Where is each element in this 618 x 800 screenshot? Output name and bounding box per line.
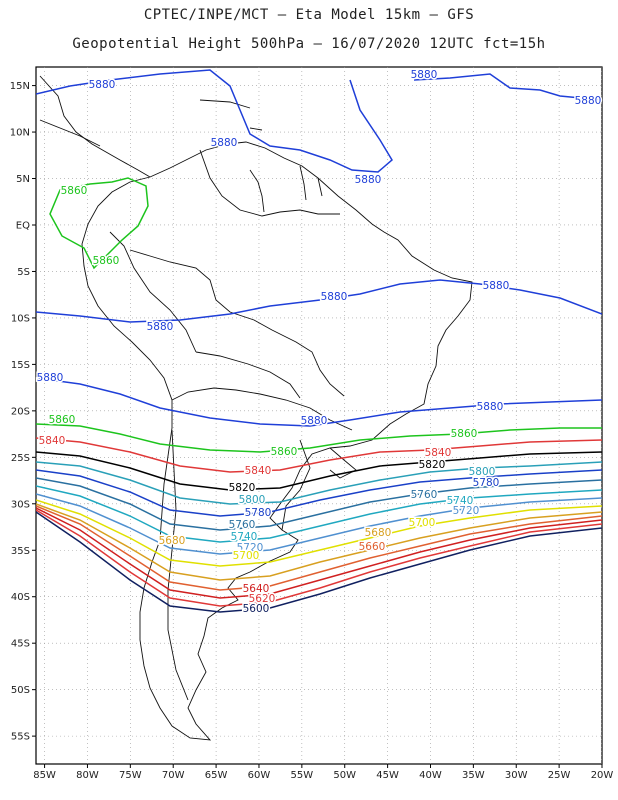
contour-label-5800: 5800	[239, 494, 266, 506]
contour-label-5880: 5880	[211, 137, 238, 149]
lon-tick-label: 85W	[33, 770, 56, 781]
contour-label-5620: 5620	[249, 593, 276, 605]
lon-tick-label: 80W	[76, 770, 99, 781]
contour-label-5880: 5880	[575, 95, 602, 107]
contour-5720	[36, 493, 602, 555]
contour-label-5880: 5880	[321, 291, 348, 303]
contour-label-5680: 5680	[365, 527, 392, 539]
lat-tick-label: 40S	[11, 592, 30, 603]
lon-tick-label: 40W	[419, 770, 442, 781]
lon-tick-label: 30W	[505, 770, 528, 781]
lat-tick-label: 55S	[11, 732, 30, 743]
contour-label-5840: 5840	[425, 447, 452, 459]
contour-5660	[36, 505, 602, 591]
contour-label-5840: 5840	[245, 465, 272, 477]
contour-label-5860: 5860	[93, 255, 120, 267]
contour-label-5640: 5640	[243, 583, 270, 595]
contour-label-5860: 5860	[49, 414, 76, 426]
contour-5600	[36, 511, 602, 613]
contour-5700	[36, 499, 602, 567]
lat-tick-label: 20S	[11, 406, 30, 417]
central-america-coast	[39, 75, 151, 178]
contour-5880-ne	[413, 73, 602, 101]
contour-label-5860: 5860	[451, 428, 478, 440]
contour-label-5700: 5700	[409, 517, 436, 529]
axis-ticks: 15N 10N 5N EQ 5S 10S 15S 20S 25S 30S 35S 40S 45S 50S 5…	[10, 81, 614, 781]
map-subtitle: Geopotential Height 500hPa – 16/07/2020 …	[72, 36, 546, 52]
contour-label-5760: 5760	[411, 489, 438, 501]
lon-tick-label: 20W	[591, 770, 614, 781]
lat-tick-label: 5N	[16, 174, 30, 185]
lat-tick-label: EQ	[16, 220, 30, 231]
lat-tick-label: 30S	[11, 499, 30, 510]
contour-5820	[36, 451, 602, 491]
lon-tick-label: 75W	[119, 770, 142, 781]
contour-label-5880: 5880	[411, 69, 438, 81]
contour-label-5780: 5780	[473, 477, 500, 489]
contour-5740	[36, 485, 602, 543]
contour-5680	[36, 503, 602, 581]
contour-label-5720: 5720	[453, 505, 480, 517]
contour-label-5880: 5880	[483, 280, 510, 292]
lat-tick-label: 50S	[11, 685, 30, 696]
map-title: CPTEC/INPE/MCT – Eta Model 15km – GFS	[143, 7, 475, 23]
contour-label-5880: 5880	[477, 401, 504, 413]
contour-labels: 5880 5880 5880 5880 5880 5860 5860 5880 5880 5880…	[35, 68, 603, 617]
contour-label-5720: 5720	[237, 542, 264, 554]
lat-tick-label: 10S	[11, 313, 30, 324]
lat-tick-label: 10N	[10, 128, 30, 139]
south-america-coast	[81, 141, 473, 741]
contour-label-5880: 5880	[89, 79, 116, 91]
contour-label-5780: 5780	[245, 507, 272, 519]
lon-tick-label: 55W	[291, 770, 314, 781]
contour-5880-north	[36, 69, 393, 173]
lat-tick-label: 15S	[11, 360, 30, 371]
lon-tick-label: 70W	[162, 770, 185, 781]
contour-5860-loop	[49, 177, 149, 270]
contour-label-5660: 5660	[359, 541, 386, 553]
lat-tick-label: 15N	[10, 81, 30, 92]
contour-5620	[36, 509, 602, 607]
contour-label-5600: 5600	[243, 603, 270, 615]
contour-5860	[36, 423, 602, 453]
contour-label-5880: 5880	[301, 415, 328, 427]
lon-tick-label: 25W	[548, 770, 571, 781]
contour-label-5880: 5880	[355, 174, 382, 186]
lat-tick-label: 35S	[11, 546, 30, 557]
contour-5800	[36, 461, 602, 505]
contour-5780	[36, 469, 602, 517]
lat-tick-label: 45S	[11, 639, 30, 650]
contour-5880-10s	[36, 279, 602, 323]
lat-tick-label: 5S	[17, 267, 30, 278]
lon-tick-label: 50W	[333, 770, 356, 781]
graticule	[36, 67, 602, 764]
country-borders	[199, 149, 340, 217]
contour-5840	[36, 437, 602, 473]
contour-label-5740: 5740	[447, 495, 474, 507]
lon-tick-label: 60W	[248, 770, 271, 781]
contour-label-5880: 5880	[147, 321, 174, 333]
contour-5880-20s	[36, 377, 602, 427]
contour-label-5740: 5740	[231, 531, 258, 543]
lon-tick-label: 35W	[462, 770, 485, 781]
contour-label-5860: 5860	[61, 185, 88, 197]
lon-tick-label: 45W	[376, 770, 399, 781]
lon-tick-label: 65W	[205, 770, 228, 781]
contour-label-5680: 5680	[159, 535, 186, 547]
contour-5760	[36, 477, 602, 531]
contour-lines	[36, 69, 602, 613]
lat-tick-label: 25S	[11, 453, 30, 464]
contour-label-5700: 5700	[233, 550, 260, 562]
contour-label-5880: 5880	[37, 372, 64, 384]
contour-label-5800: 5800	[469, 466, 496, 478]
contour-label-5760: 5760	[229, 519, 256, 531]
contour-label-5860: 5860	[271, 446, 298, 458]
contour-label-5820: 5820	[419, 459, 446, 471]
coastline	[39, 75, 473, 741]
contour-5640	[36, 507, 602, 599]
contour-label-5840: 5840	[39, 435, 66, 447]
contour-label-5820: 5820	[229, 482, 256, 494]
